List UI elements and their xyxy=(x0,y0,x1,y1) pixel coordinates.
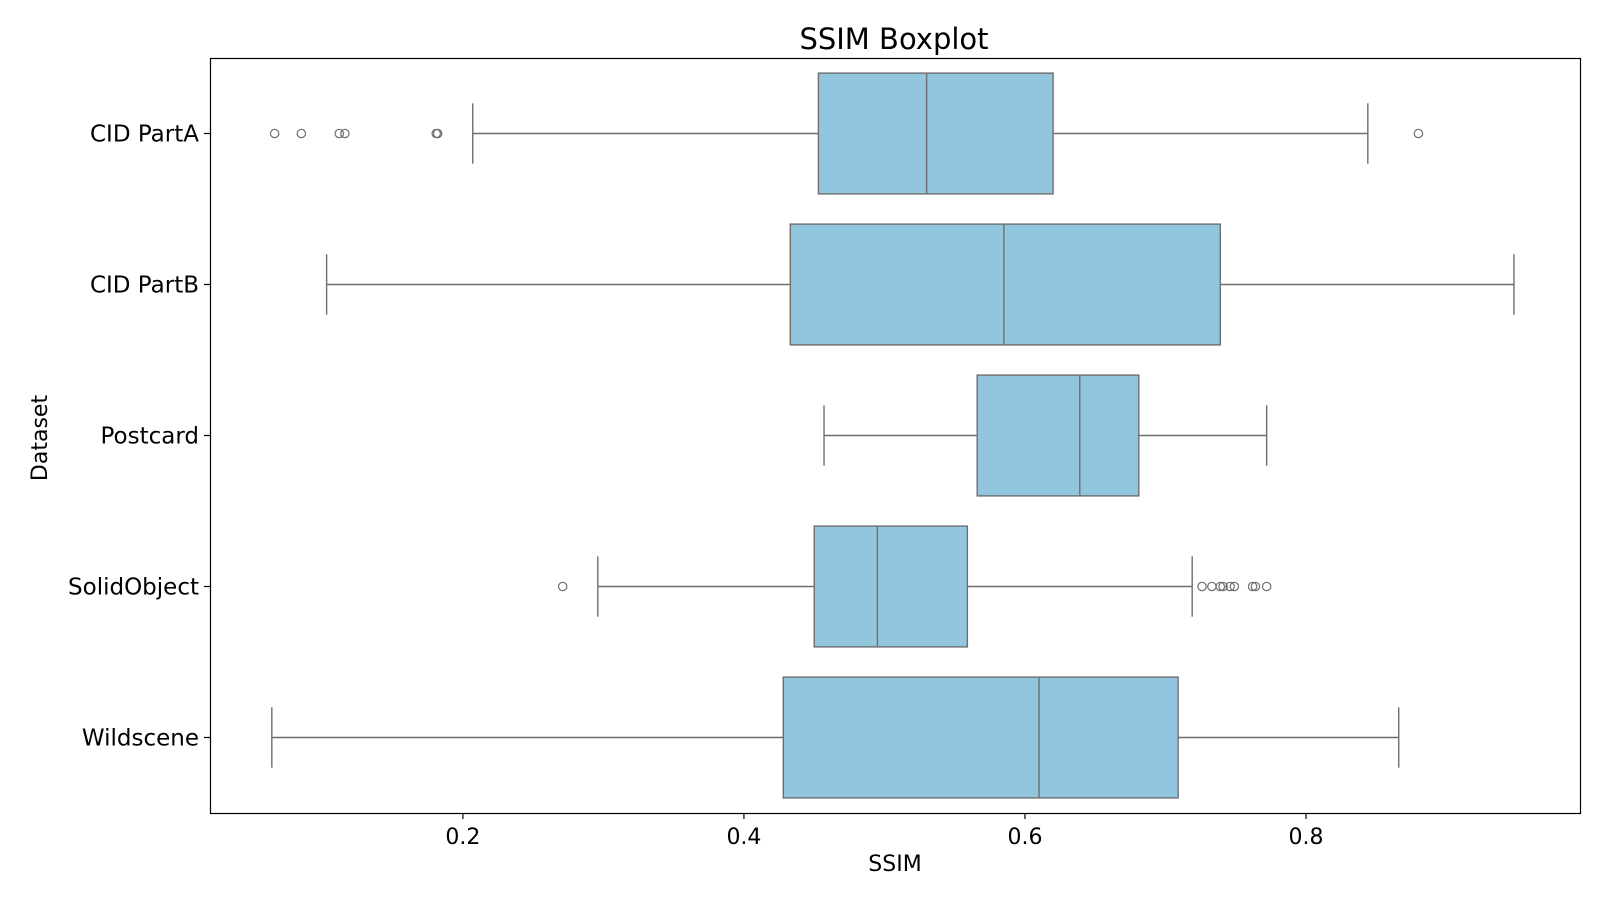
chart-title: SSIM Boxplot xyxy=(799,22,988,56)
outlier-point xyxy=(557,581,568,592)
y-tick-label: CID PartA xyxy=(90,122,199,148)
box-group-postcard xyxy=(823,374,1268,497)
box-iqr xyxy=(782,676,1179,799)
outlier-point xyxy=(296,128,307,139)
x-tick-label: 0.6 xyxy=(1007,825,1042,850)
outlier-point xyxy=(432,128,443,139)
outlier-point xyxy=(334,128,345,139)
outlier-point xyxy=(1229,581,1240,592)
plot-area xyxy=(269,72,1515,799)
y-axis-label: Dataset xyxy=(28,395,53,482)
x-tick-label: 0.2 xyxy=(445,825,480,850)
box-group-cid-partb xyxy=(325,223,1515,346)
outlier-point xyxy=(340,128,350,139)
box-group-wildscene xyxy=(271,676,1400,799)
plot-frame xyxy=(209,57,1582,815)
outlier-point xyxy=(269,128,280,139)
y-tick-label: SolidObject xyxy=(68,575,199,601)
outlier-point xyxy=(1250,581,1261,592)
box-group-cid-parta xyxy=(269,72,1424,195)
axis-ticks: CID PartA CID PartB Postcard SolidObject Wil… xyxy=(68,122,1323,851)
outlier-point xyxy=(1247,581,1258,592)
outlier-point xyxy=(1215,581,1226,592)
box-group-solidobject xyxy=(557,525,1272,648)
outlier-point xyxy=(1207,581,1217,592)
x-tick-label: 0.4 xyxy=(726,825,761,850)
y-tick-label: CID PartB xyxy=(90,273,199,299)
x-tick-label: 0.8 xyxy=(1289,825,1324,850)
outlier-point xyxy=(1225,581,1235,592)
box-iqr xyxy=(817,72,1054,195)
outlier-point xyxy=(1218,581,1228,592)
x-axis-label: SSIM xyxy=(868,852,921,877)
outlier-point xyxy=(1261,581,1272,592)
outlier-point xyxy=(1413,128,1424,139)
box-iqr xyxy=(789,223,1221,346)
y-tick-label: Wildscene xyxy=(82,726,199,752)
outlier-point xyxy=(1197,581,1207,592)
y-tick-label: Postcard xyxy=(100,424,199,450)
box-iqr xyxy=(976,374,1140,497)
box-iqr xyxy=(813,525,969,648)
